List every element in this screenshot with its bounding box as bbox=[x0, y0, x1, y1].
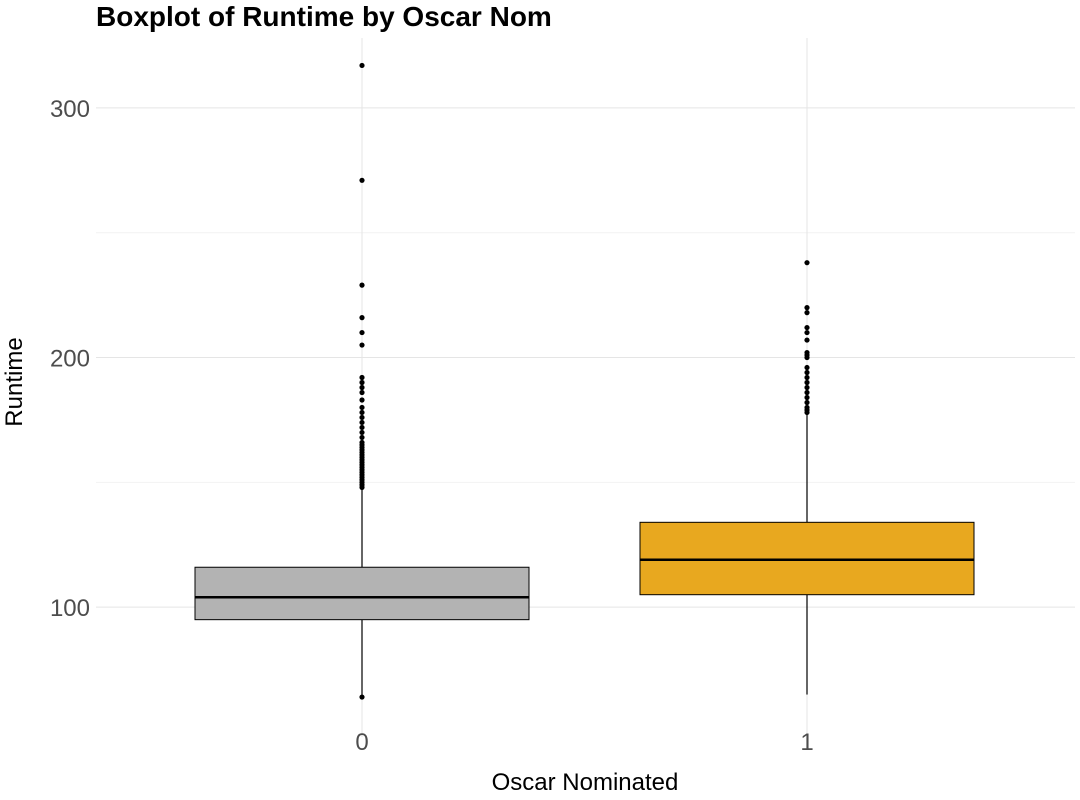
outlier-point bbox=[359, 329, 365, 336]
outlier-point bbox=[804, 379, 810, 386]
outlier-point bbox=[804, 260, 810, 266]
boxplot-layer bbox=[194, 62, 975, 700]
outlier-point bbox=[359, 409, 365, 416]
grid-lines bbox=[96, 38, 1075, 737]
x-tick-label: 0 bbox=[355, 729, 368, 756]
box-iqr bbox=[194, 566, 530, 621]
outlier-point bbox=[359, 419, 365, 426]
outlier-point bbox=[359, 62, 365, 69]
outlier-point bbox=[359, 694, 365, 700]
outlier-point bbox=[359, 315, 365, 321]
outlier-point bbox=[359, 434, 365, 441]
y-tick-label: 200 bbox=[50, 346, 90, 373]
outlier-point bbox=[359, 342, 365, 348]
outlier-point bbox=[359, 404, 365, 411]
outlier-point bbox=[359, 282, 365, 288]
y-axis-label: Runtime bbox=[1, 337, 28, 426]
outlier-point bbox=[804, 389, 810, 396]
chart-title: Boxplot of Runtime by Oscar Nom bbox=[96, 1, 552, 32]
outlier-point bbox=[804, 399, 810, 406]
outlier-point bbox=[804, 404, 810, 411]
outlier-point bbox=[359, 397, 365, 403]
outlier-point bbox=[804, 310, 810, 316]
outlier-point bbox=[359, 374, 365, 381]
outlier-point bbox=[804, 329, 810, 336]
outlier-point bbox=[359, 424, 365, 431]
outlier-point bbox=[359, 439, 365, 446]
outlier-point bbox=[359, 414, 365, 421]
outlier-point bbox=[804, 394, 810, 401]
box-group-0 bbox=[194, 62, 530, 700]
outlier-point bbox=[359, 389, 365, 396]
outlier-point bbox=[804, 374, 810, 381]
outlier-point bbox=[804, 337, 810, 343]
outlier-point bbox=[804, 364, 810, 371]
outlier-point bbox=[804, 349, 810, 356]
outlier-point bbox=[804, 369, 810, 376]
box-group-1 bbox=[639, 260, 975, 695]
outlier-point bbox=[804, 384, 810, 391]
x-tick-label: 1 bbox=[800, 729, 813, 756]
outlier-point bbox=[359, 177, 365, 183]
outlier-point bbox=[359, 429, 365, 436]
outlier-point bbox=[804, 305, 810, 311]
outlier-point bbox=[804, 324, 810, 331]
outlier-point bbox=[359, 379, 365, 386]
tick-labels: 100 200 300 0 1 bbox=[50, 96, 814, 756]
outlier-point bbox=[359, 384, 365, 391]
y-tick-label: 300 bbox=[50, 96, 90, 123]
x-axis-label: Oscar Nominated bbox=[492, 769, 679, 796]
y-tick-label: 100 bbox=[50, 595, 90, 622]
